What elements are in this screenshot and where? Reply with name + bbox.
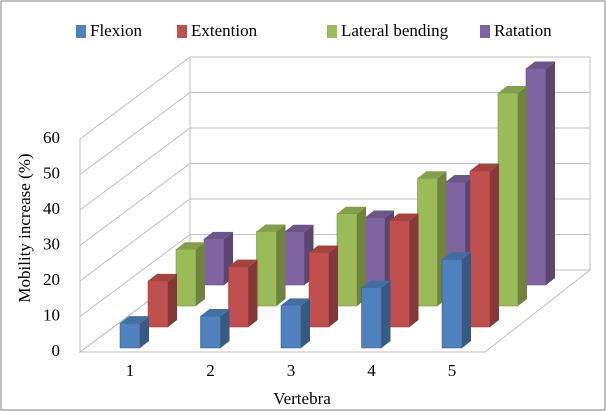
bar-front <box>284 231 305 286</box>
bar-top <box>337 206 366 214</box>
legend-label: Extention <box>191 21 258 40</box>
legend-swatch <box>327 25 337 38</box>
bar <box>497 86 527 307</box>
bar-front <box>256 231 277 307</box>
bar-top <box>148 273 177 281</box>
bar-side <box>276 224 286 306</box>
bar <box>175 242 205 307</box>
bar-top <box>309 245 338 253</box>
legend-swatch <box>76 25 86 38</box>
y-tick-label: 60 <box>43 128 60 147</box>
bar-top <box>417 171 447 179</box>
legend-swatch <box>480 25 490 38</box>
bar-front <box>417 177 438 307</box>
legend-label: Flexion <box>90 21 142 40</box>
bar-side <box>220 309 230 348</box>
bar <box>147 273 177 328</box>
bar-top <box>256 224 286 232</box>
bar-side <box>301 298 310 348</box>
bar-side <box>409 213 419 327</box>
x-axis-title: Vertebra <box>273 389 331 408</box>
bar-top <box>120 316 149 324</box>
y-tick-label: 10 <box>43 305 60 324</box>
legend-swatch <box>177 25 187 38</box>
legend-label: Ratation <box>494 21 552 40</box>
bar-front <box>497 92 519 307</box>
bar-top <box>442 252 471 260</box>
bar-top <box>365 210 394 218</box>
bar-front <box>469 170 491 328</box>
bar <box>469 163 499 328</box>
bar <box>228 259 258 328</box>
bar-side <box>357 206 366 306</box>
x-tick-label: 3 <box>287 361 296 380</box>
grid-line <box>79 92 590 175</box>
bar <box>441 252 471 349</box>
bar-top <box>228 259 258 267</box>
bar-front <box>228 266 249 328</box>
grid-line <box>79 56 590 140</box>
bar-front <box>525 68 547 286</box>
bar-front <box>361 287 382 349</box>
x-tick-label: 2 <box>206 361 215 380</box>
bar <box>119 316 149 349</box>
bar-top <box>200 309 230 317</box>
y-tick-label: 20 <box>43 270 60 289</box>
grid-line <box>79 127 590 211</box>
bar-front <box>389 220 410 328</box>
bar-side <box>490 163 499 327</box>
bar-side <box>329 245 338 327</box>
bar-top <box>389 213 419 221</box>
bar <box>389 213 419 328</box>
bar-side <box>518 86 527 306</box>
bar-top <box>526 61 555 69</box>
bar-side <box>546 61 555 286</box>
bar-front <box>280 305 302 349</box>
bar-front <box>147 280 169 328</box>
bar-front <box>175 248 197 307</box>
bar-side <box>462 252 471 348</box>
y-tick-label: 30 <box>43 234 60 253</box>
bar-top <box>470 163 499 171</box>
bar-front <box>336 213 358 307</box>
bar <box>256 224 286 307</box>
bar <box>336 206 366 307</box>
y-tick-label: 40 <box>43 199 60 218</box>
bar <box>361 280 391 349</box>
bar-top <box>498 86 527 93</box>
y-axis-title: Mobility increase (%) <box>15 153 34 302</box>
bar-front <box>364 217 386 286</box>
y-tick-label: 0 <box>52 341 61 360</box>
bar-side <box>248 259 258 327</box>
bar <box>525 61 555 286</box>
bar-side <box>168 273 177 327</box>
bar-side <box>381 280 391 348</box>
bar <box>200 309 230 349</box>
bar-front <box>441 259 463 349</box>
bar-top <box>445 175 475 183</box>
bar <box>280 298 310 349</box>
bar-side <box>140 316 149 348</box>
bar-side <box>196 242 205 306</box>
bar-top <box>284 224 314 232</box>
x-tick-label: 1 <box>126 361 135 380</box>
bar-top <box>361 280 391 288</box>
bar-top <box>281 298 310 306</box>
grid-line <box>79 163 590 246</box>
bar-top <box>176 242 205 250</box>
y-tick-label: 50 <box>43 163 60 182</box>
x-tick-label: 5 <box>448 361 457 380</box>
bar-top <box>204 231 233 239</box>
bar <box>308 245 338 328</box>
bar-front <box>119 322 141 349</box>
bar-front <box>200 315 221 349</box>
legend-label: Lateral bending <box>341 21 449 40</box>
x-tick-label: 4 <box>367 361 376 380</box>
bar-front <box>203 238 225 286</box>
bar-front <box>308 252 330 328</box>
